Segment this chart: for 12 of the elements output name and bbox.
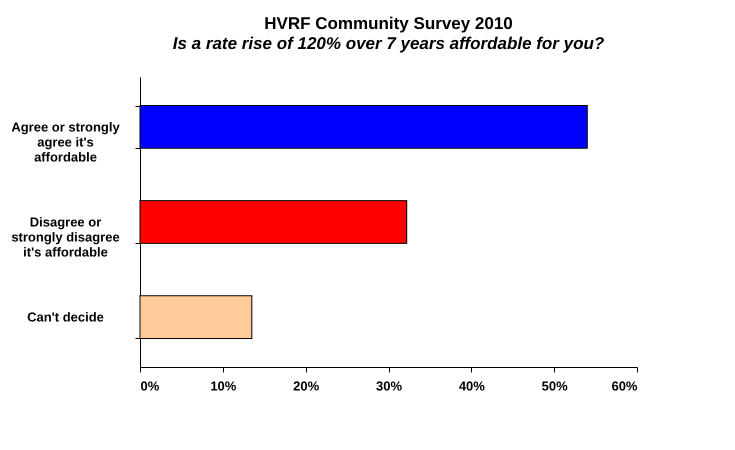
x-tick-label: 10% <box>210 378 237 394</box>
x-tick-label: 50% <box>542 378 568 394</box>
x-tick-label: 30% <box>376 378 402 394</box>
y-tick-label: Can't decide <box>27 310 104 325</box>
y-tick-label: Agree or strongly agree it's affordable <box>11 119 120 164</box>
x-tick-label: 0% <box>140 378 160 394</box>
x-tick-label: 40% <box>458 378 486 394</box>
chart-subtitle: Is a rate rise of 120% over 7 years affordable for you? <box>172 34 605 53</box>
y-tick-label: Disagree or strongly disagree it's affordable <box>11 214 120 260</box>
x-tick-label: 20% <box>293 378 320 394</box>
x-tick-label: 60% <box>611 378 638 394</box>
chart-title: HVRF Community Survey 2010 <box>264 14 513 33</box>
